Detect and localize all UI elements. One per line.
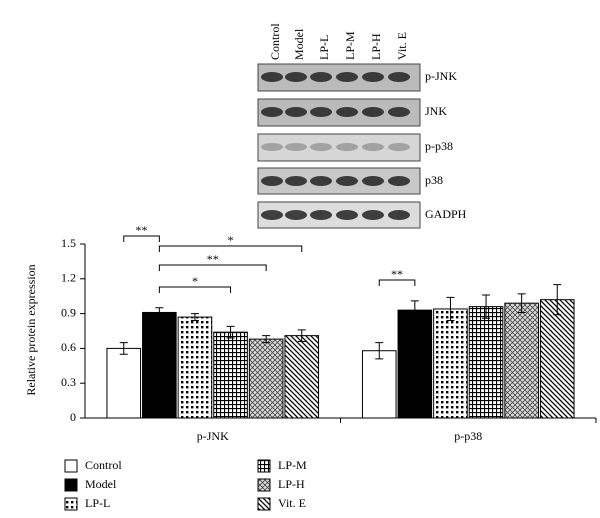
error-bar (190, 313, 199, 322)
blot-band (261, 143, 283, 151)
significance-bracket (123, 235, 160, 242)
y-tick-label: 0.3 (61, 375, 76, 389)
bar (106, 347, 142, 419)
legend-label: LP-H (278, 477, 305, 491)
x-tick-label: p-JNK (197, 429, 229, 443)
y-tick-label: 0.6 (61, 340, 76, 354)
blot-band (336, 72, 358, 82)
blot-row-label: p-p38 (425, 139, 453, 153)
bar (248, 338, 284, 419)
blot-band (362, 210, 384, 220)
blot-band (285, 72, 307, 82)
y-tick-label: 0 (70, 410, 76, 424)
bar (177, 316, 213, 419)
legend-label: Control (85, 458, 122, 472)
blot-band (362, 107, 384, 117)
x-tick-label: p-p38 (454, 429, 482, 443)
blot-band (362, 143, 384, 151)
bar (213, 331, 248, 419)
significance-bracket (158, 264, 267, 271)
blot-lane-label: LP-H (369, 33, 383, 60)
error-bar (375, 342, 384, 360)
y-tick-label: 1.5 (61, 236, 76, 250)
bar (433, 308, 468, 419)
error-bar (297, 329, 306, 342)
blot-band (261, 210, 283, 220)
blot-band (285, 143, 307, 151)
y-tick-label: 1.2 (61, 271, 76, 285)
significance-label: ** (136, 223, 148, 237)
bar (504, 302, 539, 419)
significance-label: * (228, 233, 234, 247)
significance-bracket (378, 279, 416, 286)
blot-band (362, 72, 384, 82)
blot-band (362, 176, 384, 186)
error-bar (119, 342, 128, 355)
error-bar (517, 293, 526, 313)
blot-band (285, 107, 307, 117)
blot-lane-label: Model (292, 28, 306, 60)
legend-label: Model (85, 477, 117, 491)
blot-band (388, 210, 410, 220)
bar (284, 335, 320, 419)
bar (361, 350, 397, 419)
blot-row-label: GADPH (425, 207, 467, 221)
significance-label: * (192, 274, 198, 288)
blot-band (388, 72, 410, 82)
blot-band (261, 107, 283, 117)
significance-label: ** (391, 267, 403, 281)
bar (397, 309, 433, 419)
significance-bracket (158, 286, 232, 293)
y-axis-label: Relative protein expression (24, 264, 38, 395)
blot-band (388, 107, 410, 117)
blot-band (388, 176, 410, 186)
blot-band (336, 176, 358, 186)
blot-band (310, 143, 332, 151)
blot-row-label: p-JNK (425, 69, 457, 83)
legend-swatch (257, 459, 271, 473)
blot-band (261, 176, 283, 186)
bar (468, 306, 504, 419)
blot-band (310, 107, 332, 117)
legend-label: LP-L (85, 496, 110, 510)
blot-band (261, 72, 283, 82)
blot-band (310, 176, 332, 186)
blot-band (285, 176, 307, 186)
error-bar (553, 284, 562, 316)
legend-swatch (64, 459, 78, 473)
error-bar (155, 307, 164, 318)
y-tick-label: 0.9 (61, 305, 76, 319)
blot-band (310, 210, 332, 220)
blot-band (285, 210, 307, 220)
legend-label: Vit. E (278, 496, 306, 510)
significance-label: ** (207, 252, 219, 266)
blot-band (336, 107, 358, 117)
blot-lane-label: LP-M (343, 31, 357, 60)
error-bar (262, 335, 271, 344)
blot-band (336, 143, 358, 151)
legend-swatch (257, 497, 271, 511)
error-bar (482, 294, 491, 319)
legend-swatch (64, 497, 78, 511)
blot-lane-label: LP-L (317, 35, 331, 60)
significance-bracket (158, 245, 303, 252)
legend-swatch (257, 478, 271, 492)
blot-row-label: JNK (425, 104, 447, 118)
error-bar (446, 296, 455, 322)
blot-band (388, 143, 410, 151)
bar (142, 311, 177, 419)
error-bar (410, 300, 419, 320)
blot-lane-label: Vit. E (395, 32, 409, 60)
legend-label: LP-M (278, 458, 307, 472)
blot-row-label: p38 (425, 173, 443, 187)
legend-swatch (64, 478, 78, 492)
error-bar (226, 325, 235, 339)
blot-band (310, 72, 332, 82)
blot-band (336, 210, 358, 220)
western-blot (257, 63, 421, 229)
bar (539, 299, 575, 419)
blot-lane-label: Control (268, 23, 282, 60)
